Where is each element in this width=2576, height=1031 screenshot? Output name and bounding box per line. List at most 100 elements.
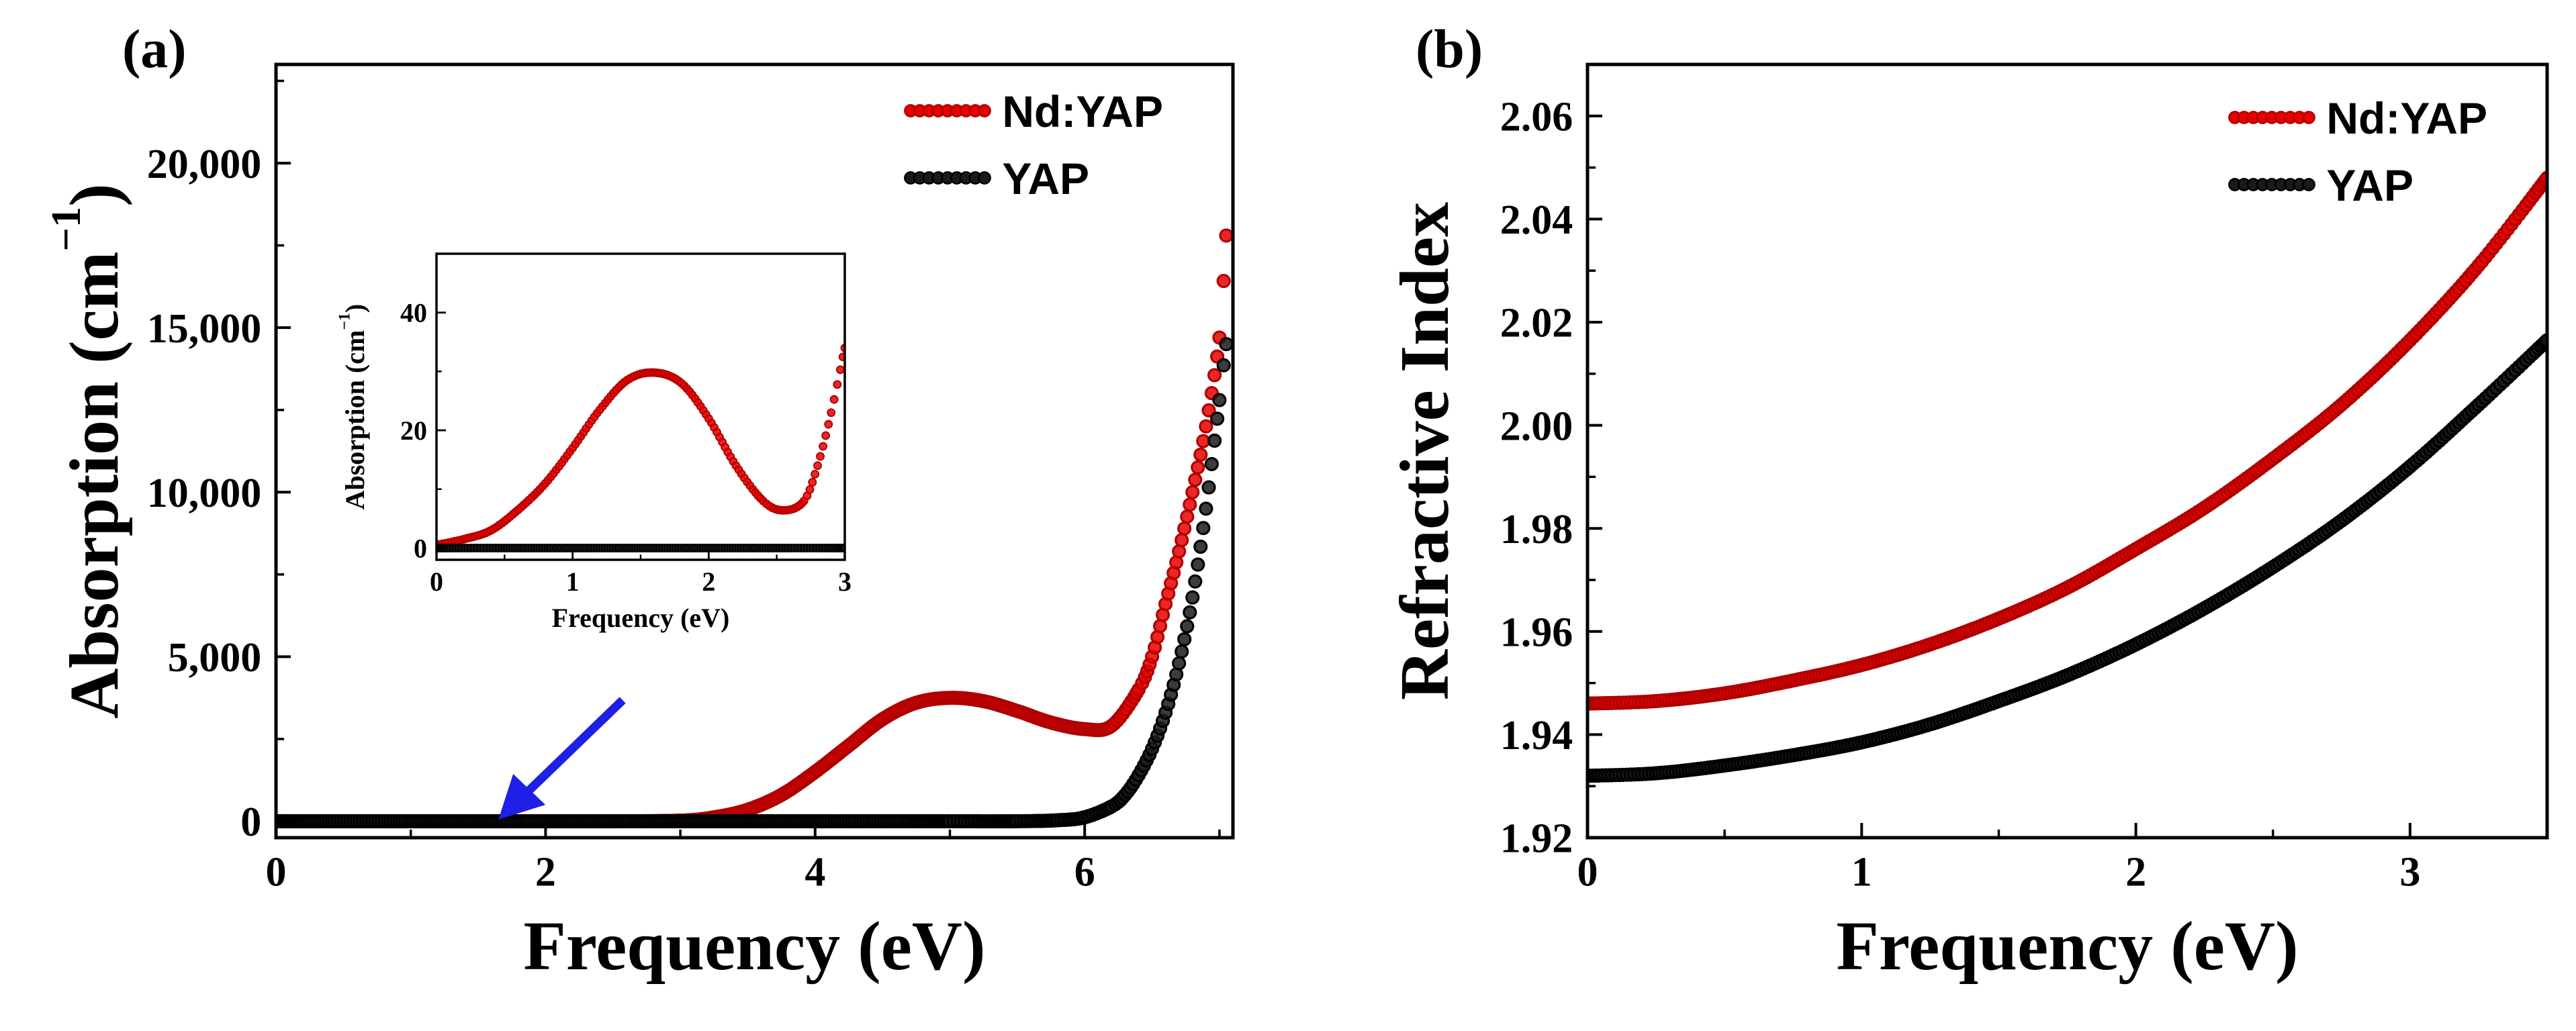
panel-a-annotation-arrow [498, 697, 626, 820]
panel-b-series-yap [1588, 333, 2547, 783]
panel-b-legend-marker [2302, 111, 2315, 124]
panel-a-point [1191, 557, 1205, 572]
panel-a-point [1210, 411, 1225, 426]
panel-b-y-tick-label: 1.96 [1500, 610, 1573, 656]
panel-a-point [1216, 358, 1231, 373]
panel-a: 0 2 4 6 0 5,000 10,000 15,000 20,000 Frequency (e… [43, 18, 1235, 985]
inset-point [838, 352, 845, 362]
panel-b-y-tick-label: 2.02 [1500, 301, 1573, 346]
panel-a-legend-item: Nd:YAP [904, 87, 1163, 136]
panel-a-point [1219, 228, 1233, 243]
panel-b-y-axis-title: Refractive Index [1386, 202, 1463, 700]
panel-a-legend-marker [978, 104, 991, 117]
inset-point [805, 485, 815, 494]
panel-a-point [1185, 485, 1200, 499]
inset-x-tick-label: 1 [566, 567, 580, 597]
panel-a-x-tick-label: 6 [1074, 849, 1095, 895]
panel-a-point [1201, 480, 1216, 495]
inset-point [824, 420, 833, 429]
panel-a-point [1207, 368, 1222, 383]
panel-a-point [1177, 632, 1192, 646]
panel-b-series-ndyap [1588, 170, 2547, 711]
panel-b-y-tick-label: 1.94 [1500, 713, 1573, 758]
panel-a-point [1199, 419, 1213, 434]
panel-a-point [1172, 544, 1187, 559]
panel-a-point [1207, 433, 1222, 448]
panel-a-point [1188, 574, 1203, 589]
inset-y-axis-title: Absorption (cm−1) [336, 304, 370, 510]
panel-a-x-tick-label: 4 [804, 849, 825, 895]
panel-a-x-tick-label: 2 [535, 849, 556, 895]
panel-b-y-tick-label: 1.98 [1500, 507, 1573, 552]
inset-point [811, 470, 820, 479]
arrow-head [498, 774, 546, 820]
inset-y-tick-label: 20 [400, 415, 427, 446]
panel-a-label: (a) [122, 18, 187, 79]
panel-a-point [1216, 274, 1231, 289]
inset-point [833, 380, 842, 389]
arrow-shaft [520, 697, 626, 799]
panel-b-x-tick-label: 0 [1577, 849, 1598, 895]
panel-a-point [1204, 456, 1219, 471]
panel-b-x-tick-label: 1 [1851, 849, 1872, 895]
panel-a-y-tick-label: 0 [240, 799, 261, 845]
panel-b-x-tick-label: 2 [2125, 849, 2146, 895]
panel-a-point [1193, 447, 1208, 462]
panel-a-point [1175, 644, 1189, 659]
panel-a-y-tick-label: 5,000 [168, 635, 262, 681]
panel-b-legend-label: Nd:YAP [2326, 93, 2487, 143]
panel-b-legend-item: YAP [2228, 160, 2413, 210]
inset-series-yap [436, 544, 845, 552]
panel-a-y-tick-label: 20,000 [147, 142, 262, 187]
panel-a-point [1185, 590, 1200, 605]
panel-a-point [1199, 501, 1213, 516]
inset-y-tick-label: 0 [414, 533, 427, 563]
panel-a-point [1175, 533, 1189, 548]
panel-b-y-tick-label: 2.06 [1500, 95, 1573, 140]
panel-a-point [1172, 656, 1187, 671]
inset-point [813, 461, 822, 471]
panel-a-plot-frame [274, 62, 1235, 840]
panel-a-legend-marker [978, 171, 991, 185]
panel-a-point [1180, 509, 1195, 524]
panel-b-plot-frame [1585, 62, 2549, 840]
panel-b-x-axis-title: Frequency (eV) [1836, 907, 2298, 985]
panel-a-point [1188, 473, 1203, 487]
panel-a-legend-label: Nd:YAP [1002, 87, 1163, 136]
inset-point [827, 408, 836, 418]
panel-b: 0 1 2 3 1.92 1.94 1.96 1.98 2.00 2.02 2.04 2.06 Freq… [1386, 18, 2549, 985]
inset-point [821, 431, 831, 440]
panel-a-legend-label: YAP [1002, 154, 1089, 203]
inset-x-tick-label: 2 [702, 567, 715, 597]
panel-a-point [1191, 460, 1205, 475]
panel-a-point [1180, 619, 1195, 634]
panel-a-point [1196, 521, 1211, 536]
panel-a-y-tick-label: 15,000 [147, 306, 262, 352]
panel-a-point [1212, 393, 1227, 407]
panel-a-y-tick-label: 10,000 [147, 471, 262, 516]
inset-point [829, 395, 839, 404]
panel-a-point [1219, 337, 1233, 352]
inset-y-tick-label: 40 [400, 298, 427, 328]
panel-b-label: (b) [1416, 18, 1483, 79]
panel-a-y-axis-title: Absorption (cm−1) [43, 183, 133, 719]
panel-a-point [1177, 521, 1192, 536]
panel-a-legend-item: YAP [904, 154, 1089, 203]
panel-b-legend-item: Nd:YAP [2228, 93, 2487, 143]
inset-series-ndyap [436, 343, 845, 550]
panel-b-x-tick-label: 3 [2399, 849, 2420, 895]
panel-a-x-axis-title: Frequency (eV) [523, 907, 985, 985]
inset-point [816, 452, 825, 461]
panel-b-y-tick-label: 2.00 [1500, 403, 1573, 449]
inset-point [819, 442, 828, 451]
inset-point [808, 478, 817, 487]
panel-a-point [1193, 539, 1208, 554]
panel-b-legend-label: YAP [2326, 160, 2413, 210]
panel-a-point [1201, 403, 1216, 418]
panel-b-y-tick-label: 1.92 [1500, 816, 1573, 862]
panel-a-point [1183, 497, 1197, 512]
inset-point [835, 365, 845, 375]
inset-x-tick-label: 0 [430, 567, 443, 597]
inset-x-tick-label: 3 [838, 567, 852, 597]
